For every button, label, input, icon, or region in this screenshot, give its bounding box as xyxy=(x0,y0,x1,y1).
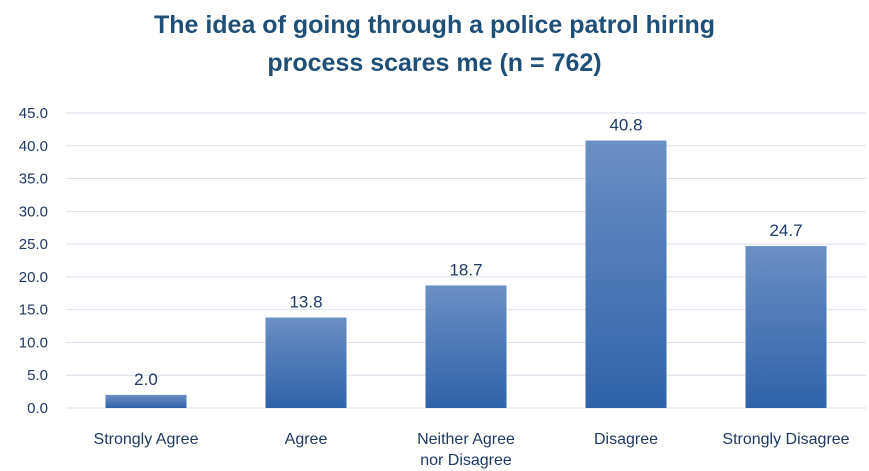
bar xyxy=(105,394,187,408)
chart-title: The idea of going through a police patro… xyxy=(0,6,869,82)
data-label: 13.8 xyxy=(289,293,322,312)
data-label: 24.7 xyxy=(769,221,802,240)
y-axis: 0.0 5.0 10.0 15.0 20.0 25.0 30.0 35.0 40.0 45.0 xyxy=(19,105,48,417)
y-tick-label: 30.0 xyxy=(19,203,48,220)
y-tick-label: 20.0 xyxy=(19,269,48,286)
x-tick-label: Agree xyxy=(285,431,328,448)
y-tick-label: 45.0 xyxy=(19,105,48,122)
x-tick-label: nor Disagree xyxy=(420,452,512,469)
y-tick-label: 5.0 xyxy=(27,367,48,384)
x-tick-label: Strongly Disagree xyxy=(722,431,849,448)
y-tick-label: 25.0 xyxy=(19,236,48,253)
bar xyxy=(745,246,827,408)
x-tick-label: Disagree xyxy=(594,431,658,448)
y-tick-label: 10.0 xyxy=(19,334,48,351)
bar xyxy=(585,140,667,409)
bar xyxy=(425,285,507,408)
x-axis: Strongly Agree Agree Neither Agree nor Disa… xyxy=(94,431,850,469)
bars xyxy=(105,140,827,409)
data-label: 18.7 xyxy=(449,260,482,279)
y-tick-label: 35.0 xyxy=(19,171,48,188)
chart-title-line-1: The idea of going through a police patro… xyxy=(153,11,716,39)
y-tick-label: 40.0 xyxy=(19,138,48,155)
chart-title-line-2: process scares me (n = 762) xyxy=(267,49,602,77)
y-tick-label: 0.0 xyxy=(27,400,48,417)
y-tick-label: 15.0 xyxy=(19,302,48,319)
data-label: 2.0 xyxy=(134,370,158,389)
x-tick-label: Neither Agree xyxy=(417,431,515,448)
bar xyxy=(265,317,347,408)
data-labels: 2.0 13.8 18.7 40.8 24.7 xyxy=(134,116,802,389)
data-label: 40.8 xyxy=(609,116,642,135)
x-tick-label: Strongly Agree xyxy=(94,431,199,448)
